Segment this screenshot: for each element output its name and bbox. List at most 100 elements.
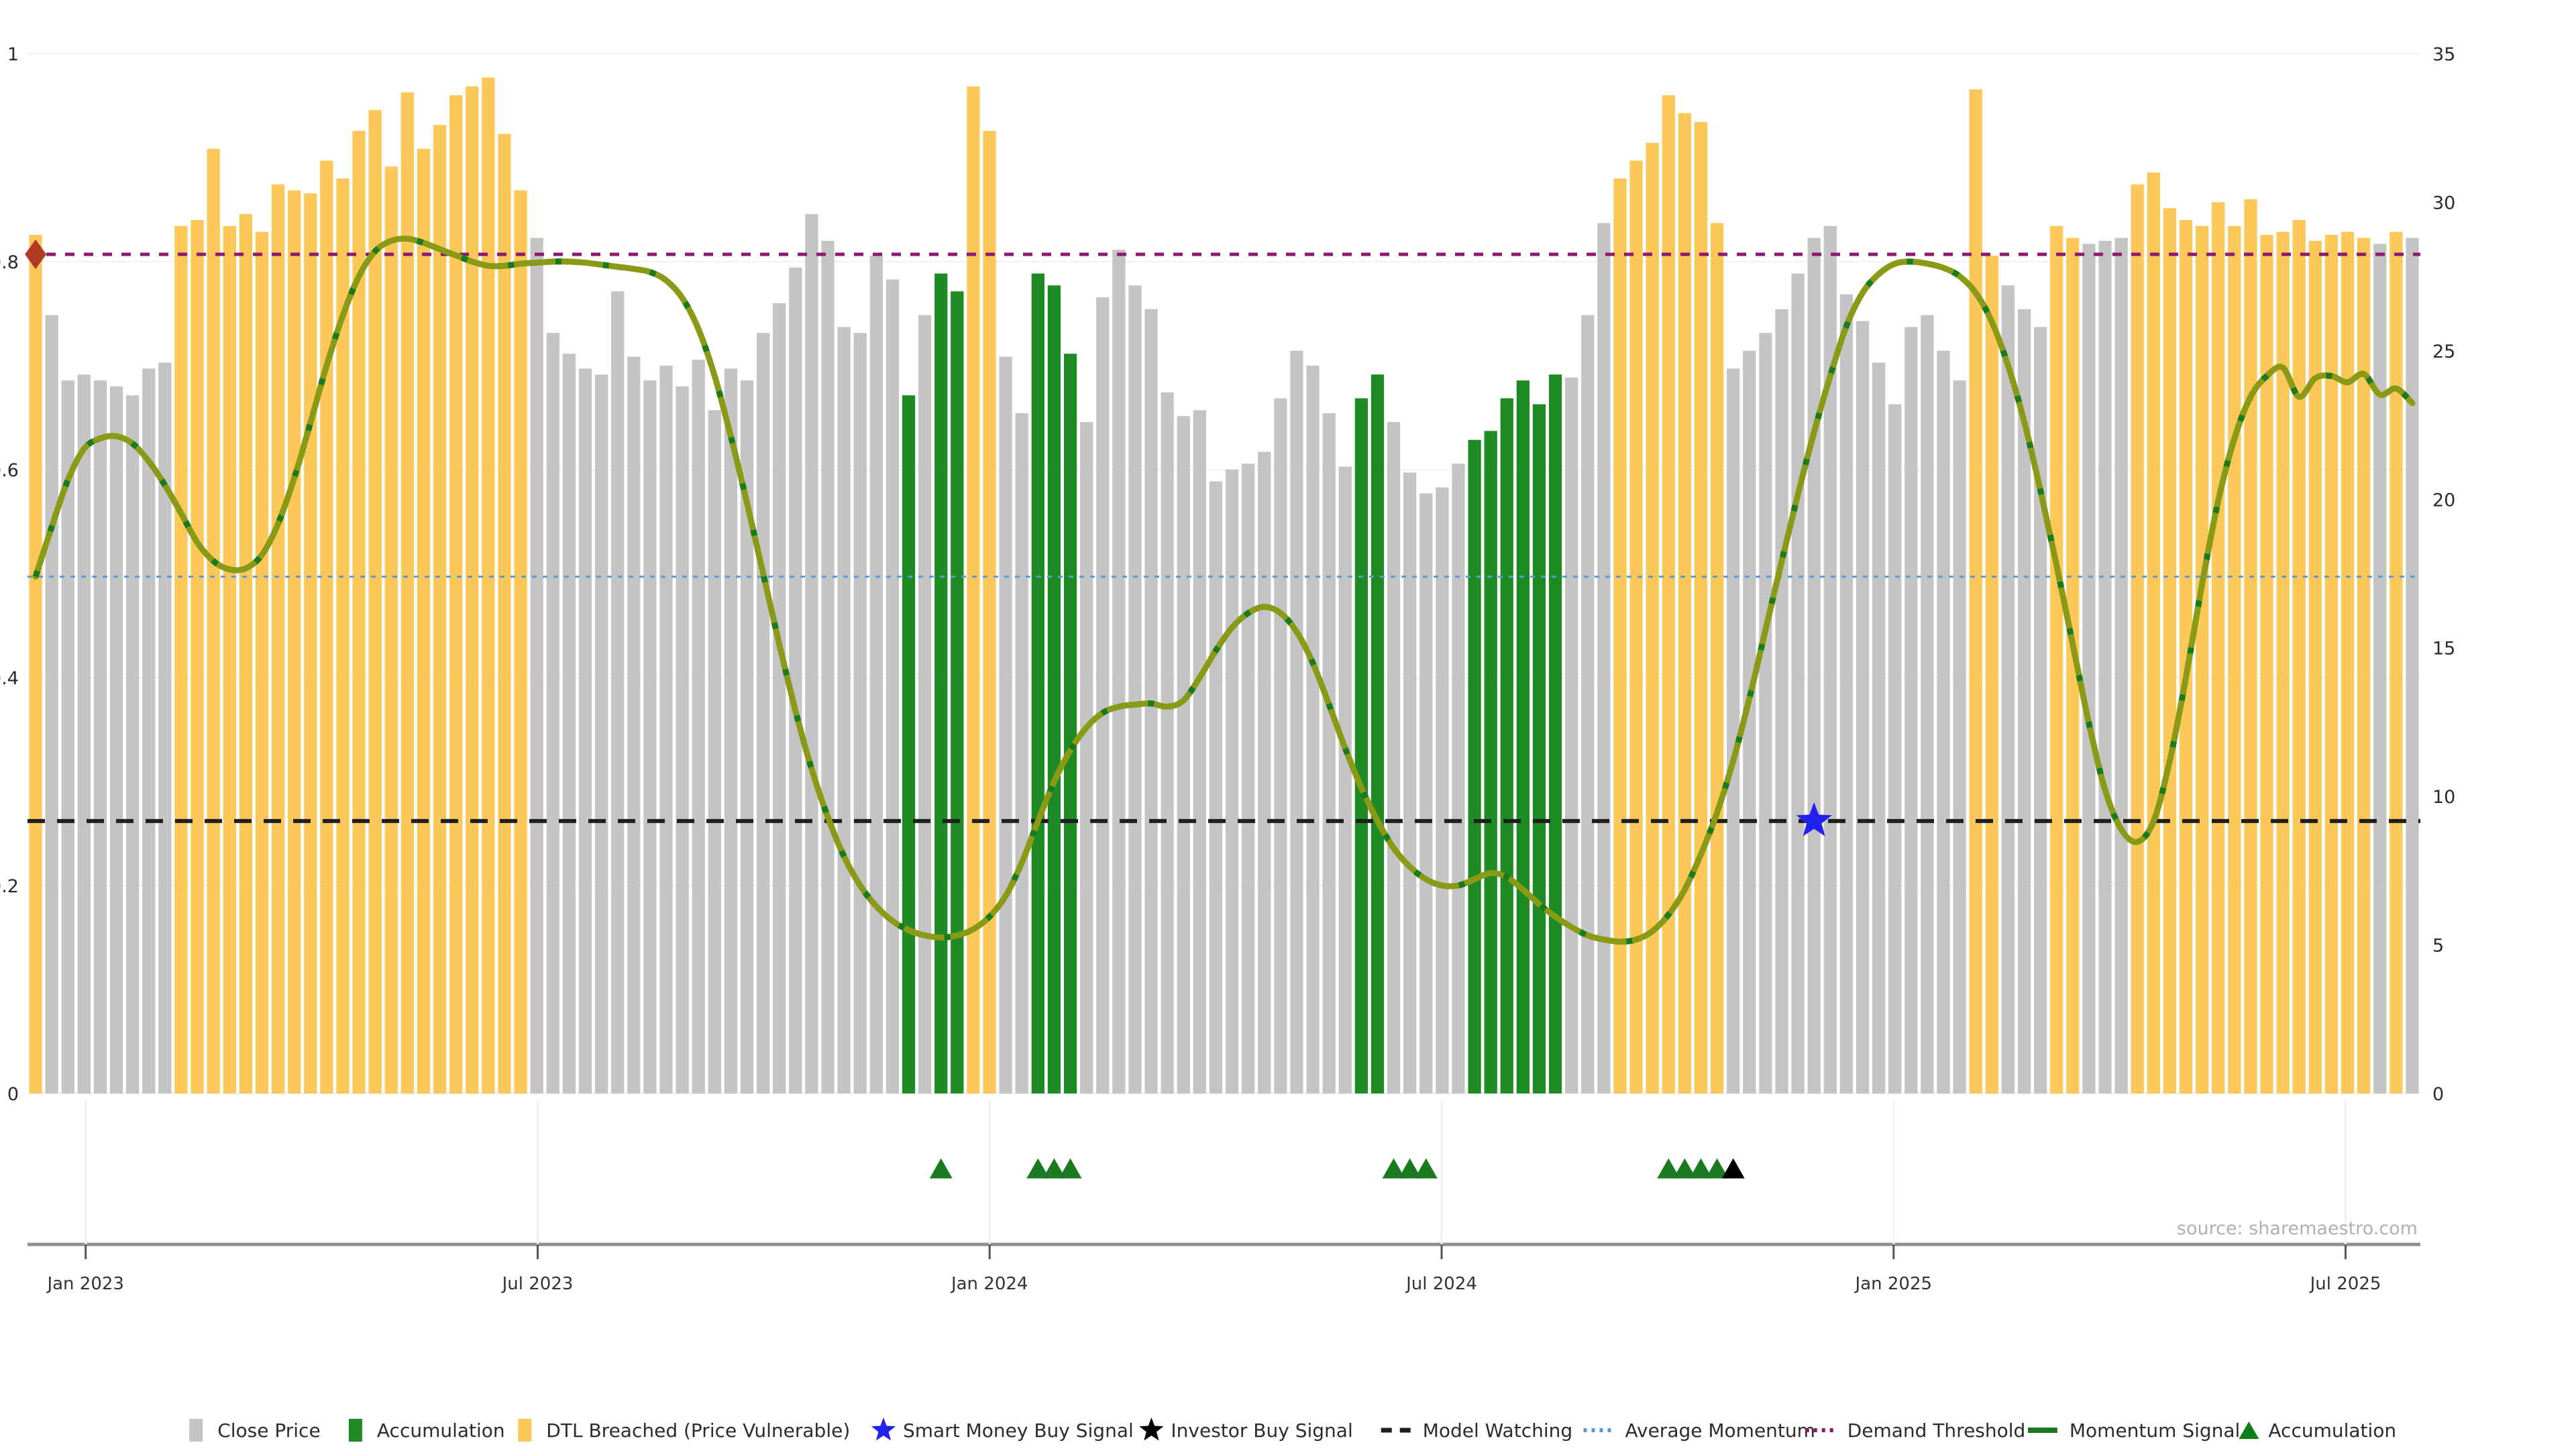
bar-dtl-breached[interactable] [2195,225,2209,1093]
bar-dtl-breached[interactable] [482,77,495,1093]
bar-close-price[interactable] [1888,404,1902,1093]
bar-close-price[interactable] [2406,237,2419,1093]
bar-dtl-breached[interactable] [400,92,415,1093]
bar-dtl-breached[interactable] [2357,237,2371,1093]
bar-dtl-breached[interactable] [1710,223,1724,1094]
bar-dtl-breached[interactable] [1969,89,1982,1093]
marker-demand-threshold-start[interactable] [25,239,47,270]
bar-dtl-breached[interactable] [983,131,996,1093]
bar-accumulation[interactable] [1516,380,1530,1093]
bar-close-price[interactable] [1953,380,1966,1093]
bar-close-price[interactable] [708,410,721,1093]
bar-dtl-breached[interactable] [2228,225,2241,1093]
bar-close-price[interactable] [1274,398,1287,1094]
bar-accumulation[interactable] [1468,439,1481,1093]
bar-dtl-breached[interactable] [29,235,42,1093]
price-bars[interactable] [29,77,2419,1094]
bar-close-price[interactable] [1403,472,1417,1093]
bar-close-price[interactable] [724,368,738,1094]
bar-close-price[interactable] [126,395,140,1093]
bar-dtl-breached[interactable] [498,133,511,1093]
bar-accumulation[interactable] [951,291,964,1093]
legend-item-close-price[interactable]: Close Price [189,1419,321,1442]
bar-dtl-breached[interactable] [466,86,479,1094]
bar-close-price[interactable] [2001,285,2015,1094]
bar-close-price[interactable] [1791,273,1805,1094]
legend-item-accumulation[interactable]: Accumulation [2239,1419,2396,1442]
bar-close-price[interactable] [611,291,625,1093]
bar-close-price[interactable] [1436,487,1449,1093]
bar-close-price[interactable] [594,374,608,1093]
bar-close-price[interactable] [918,315,932,1094]
chart-legend[interactable]: Close Price Accumulation DTL Breached (Pri… [189,1417,2396,1442]
legend-item-momentum-signal[interactable]: Momentum Signal [2027,1419,2240,1442]
bar-dtl-breached[interactable] [2131,184,2144,1093]
bar-dtl-breached[interactable] [1629,160,1643,1094]
bar-close-price[interactable] [158,362,172,1093]
bar-dtl-breached[interactable] [433,125,447,1093]
bar-close-price[interactable] [1904,327,1918,1094]
bar-close-price[interactable] [643,380,657,1093]
bar-close-price[interactable] [61,380,74,1093]
bar-close-price[interactable] [1597,223,1611,1094]
bar-dtl-breached[interactable] [2050,225,2063,1093]
bar-dtl-breached[interactable] [255,231,269,1094]
bar-close-price[interactable] [1387,422,1401,1093]
bar-close-price[interactable] [853,333,867,1093]
bar-close-price[interactable] [692,360,705,1093]
bar-close-price[interactable] [2017,309,2031,1093]
bar-close-price[interactable] [999,356,1012,1094]
bar-dtl-breached[interactable] [2341,231,2355,1094]
bar-close-price[interactable] [1225,470,1239,1093]
bar-close-price[interactable] [789,267,802,1093]
bar-dtl-breached[interactable] [336,178,350,1093]
bar-close-price[interactable] [1128,285,1142,1094]
bar-close-price[interactable] [676,386,689,1093]
signal-markers[interactable] [25,239,1832,837]
bar-close-price[interactable] [1419,493,1433,1093]
bar-dtl-breached[interactable] [2179,220,2193,1093]
bar-accumulation[interactable] [934,273,948,1094]
bar-close-price[interactable] [773,303,786,1093]
bar-close-price[interactable] [1338,466,1352,1093]
bar-dtl-breached[interactable] [191,220,204,1093]
bar-dtl-breached[interactable] [2390,231,2403,1094]
bar-close-price[interactable] [1775,309,1788,1093]
bar-dtl-breached[interactable] [1985,256,1998,1093]
bar-close-price[interactable] [562,354,576,1093]
legend-item-average-momentum[interactable]: Average Momentum [1583,1419,1815,1442]
bar-dtl-breached[interactable] [1613,178,1627,1093]
bar-close-price[interactable] [1015,413,1028,1093]
bar-close-price[interactable] [2082,244,2096,1094]
bar-close-price[interactable] [659,366,673,1093]
bar-close-price[interactable] [1242,464,1255,1093]
bar-close-price[interactable] [109,386,123,1093]
bar-dtl-breached[interactable] [417,148,431,1094]
bar-close-price[interactable] [93,380,107,1093]
bar-close-price[interactable] [530,237,543,1093]
bar-close-price[interactable] [740,380,754,1093]
bar-dtl-breached[interactable] [2212,202,2225,1094]
marker-smart-money-buy-signal[interactable] [1796,802,1832,837]
bar-accumulation[interactable] [1371,374,1385,1093]
bar-close-price[interactable] [1937,350,1950,1093]
bar-close-price[interactable] [1177,416,1190,1093]
bar-close-price[interactable] [2098,241,2112,1093]
bar-close-price[interactable] [1581,315,1595,1094]
bar-close-price[interactable] [546,333,559,1093]
bar-close-price[interactable] [1193,410,1206,1093]
bar-close-price[interactable] [1306,366,1320,1093]
bar-close-price[interactable] [1921,315,1934,1094]
bar-close-price[interactable] [1759,333,1772,1093]
bar-dtl-breached[interactable] [2276,231,2290,1094]
legend-item-investor-buy-signal[interactable]: Investor Buy Signal [1139,1417,1353,1442]
bar-close-price[interactable] [1839,294,1854,1094]
bar-dtl-breached[interactable] [2147,172,2160,1093]
bar-accumulation[interactable] [1031,273,1044,1094]
bar-close-price[interactable] [1258,451,1271,1093]
bar-close-price[interactable] [1727,368,1740,1094]
legend-item-accumulation[interactable]: Accumulation [348,1419,505,1442]
bar-dtl-breached[interactable] [223,225,236,1093]
bar-close-price[interactable] [1807,237,1821,1093]
bar-close-price[interactable] [1080,422,1093,1093]
